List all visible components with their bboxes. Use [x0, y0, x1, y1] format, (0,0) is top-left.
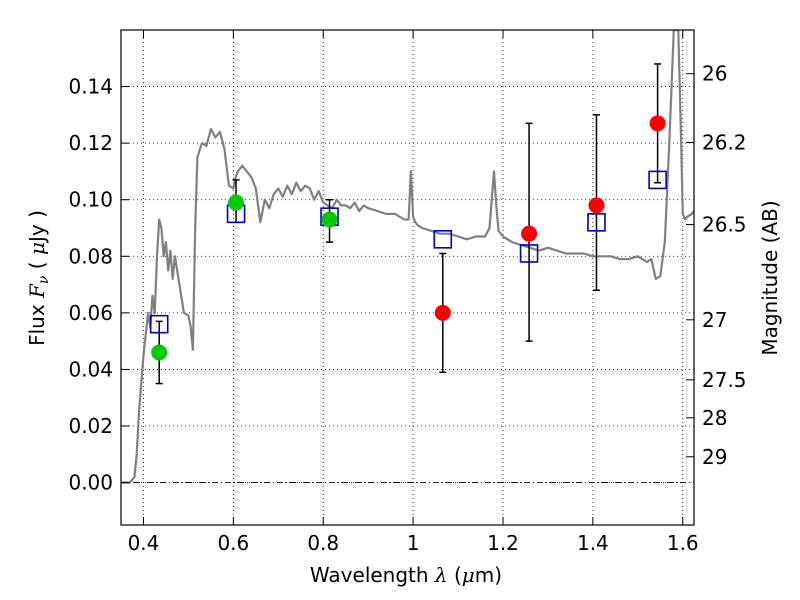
x-tick-label: 0.8: [307, 531, 339, 555]
x-tick-label: 0.6: [217, 531, 249, 555]
magnitude-tick-label: 26.2: [702, 130, 747, 154]
model-spectrum-line: [121, 30, 694, 484]
observed-flux-point: [434, 304, 451, 321]
magnitude-tick-label: 27: [702, 308, 727, 332]
model-photometry-square: [433, 230, 453, 249]
x-tick-label: 0.4: [128, 531, 160, 555]
observed-flux-point: [151, 344, 168, 361]
observed-flux-point: [649, 115, 666, 132]
y-tick-label: 0.14: [68, 75, 113, 99]
data-markers: [149, 115, 667, 361]
observed-flux-point: [228, 194, 245, 211]
x-axis-label: Wavelength λ (μm): [310, 563, 502, 587]
y-tick-label: 0.10: [68, 188, 113, 212]
y-axis-label: Flux Fν ( μJy ): [25, 210, 52, 346]
model-photometry-square: [519, 244, 539, 263]
model-photometry-square: [587, 213, 606, 232]
axis-ticks: 0.4 0.6 0.8 1 1.2 1.4 1.6 0.00 0.02 0.04 0.06 0.08 0…: [68, 30, 747, 555]
x-tick-label: 1: [407, 531, 420, 555]
grid: [121, 30, 694, 525]
magnitude-tick-label: 27.5: [702, 368, 747, 392]
model-photometry-square: [149, 314, 169, 334]
magnitude-axis-label: Magnitude (AB): [758, 200, 782, 355]
model-photometry-square: [648, 170, 667, 190]
y-tick-label: 0.00: [68, 471, 113, 495]
y-tick-label: 0.06: [68, 301, 113, 325]
magnitude-tick-label: 28: [702, 406, 727, 430]
x-tick-label: 1.2: [487, 531, 519, 555]
model-spectrum: [121, 30, 694, 484]
observed-flux-point: [588, 197, 605, 214]
x-tick-label: 1.4: [577, 531, 609, 555]
y-tick-label: 0.04: [68, 357, 113, 381]
error-bars: [155, 63, 662, 385]
magnitude-tick-label: 26.5: [702, 213, 747, 237]
magnitude-tick-label: 26: [702, 62, 727, 86]
observed-flux-point: [321, 211, 338, 228]
y-tick-label: 0.02: [68, 414, 113, 438]
observed-flux-point: [521, 225, 538, 242]
y-tick-label: 0.08: [68, 244, 113, 268]
plot-frame: [120, 29, 695, 526]
magnitude-tick-label: 29: [702, 445, 727, 469]
y-tick-label: 0.12: [68, 131, 113, 155]
x-tick-label: 1.6: [667, 531, 699, 555]
